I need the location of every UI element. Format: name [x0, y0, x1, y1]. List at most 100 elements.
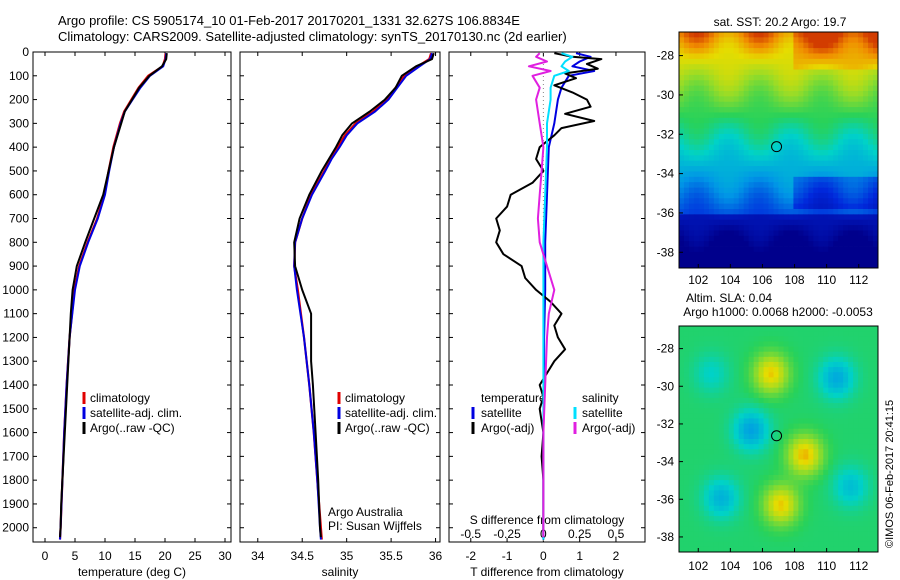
map-cell: [853, 69, 859, 76]
map-cell: [853, 107, 859, 113]
map-cell: [823, 225, 829, 231]
map-cell: [868, 48, 874, 54]
map-cell: [763, 418, 769, 424]
map-cell: [738, 101, 745, 108]
map-cell: [718, 485, 725, 491]
map-cell: [783, 428, 789, 435]
map-cell: [863, 433, 869, 440]
map-cell: [818, 326, 824, 332]
map-cell: [803, 128, 809, 135]
map-cell: [863, 262, 869, 269]
map-cell: [843, 187, 849, 194]
map-cell: [679, 150, 685, 156]
map-cell: [763, 408, 769, 414]
map-cell: [813, 382, 819, 389]
map-cell: [763, 128, 769, 135]
map-cell: [813, 117, 819, 124]
map-cell: [679, 413, 685, 419]
map-cell: [723, 459, 730, 466]
map-cell: [688, 326, 695, 332]
map-cell: [853, 37, 859, 44]
map-cell: [793, 235, 799, 242]
map-cell: [823, 341, 829, 347]
map-cell: [803, 403, 809, 409]
map-cell: [853, 230, 859, 237]
map-cell: [838, 444, 844, 450]
map-cell: [693, 541, 700, 548]
map-cell: [758, 171, 764, 178]
map-cell: [873, 85, 879, 92]
map-cell: [863, 117, 869, 124]
map-cell: [858, 48, 864, 54]
map-cell: [838, 251, 844, 258]
map-cell: [733, 262, 740, 269]
map-cell: [698, 444, 705, 450]
map-cell: [793, 526, 799, 532]
map-cell: [793, 176, 799, 183]
map-cell: [873, 150, 879, 156]
map-cell: [679, 474, 685, 481]
map-cell: [853, 53, 859, 60]
map-cell: [863, 377, 869, 383]
map-cell: [863, 246, 869, 253]
map-cell: [679, 326, 685, 332]
map-cell: [723, 536, 730, 543]
map-cell: [833, 505, 839, 512]
map-cell: [793, 230, 799, 237]
map-cell: [813, 521, 819, 527]
map-cell: [828, 187, 834, 194]
map-cell: [823, 413, 829, 419]
map-cell: [693, 392, 700, 399]
map-cell: [733, 139, 740, 146]
map-cell: [823, 377, 829, 383]
map-cell: [748, 32, 755, 38]
map-cell: [843, 474, 849, 481]
map-cell: [738, 171, 745, 178]
map-cell: [768, 367, 774, 373]
map-cell: [688, 37, 695, 44]
map-cell: [798, 341, 804, 347]
map-cell: [813, 230, 819, 237]
map-cell: [698, 459, 705, 466]
map-cell: [868, 449, 874, 455]
map-cell: [868, 176, 874, 183]
temperature-axis-label: temperature (deg C): [78, 565, 186, 579]
map-cell: [758, 397, 764, 404]
plot-header-line1: Argo profile: CS 5905174_10 01-Feb-2017 …: [58, 13, 520, 28]
map-cell: [843, 346, 849, 353]
map-cell: [793, 341, 799, 347]
map-cell: [743, 387, 750, 394]
map-cell: [743, 397, 750, 404]
map-cell: [698, 219, 705, 226]
map-cell: [803, 341, 809, 347]
map-cell: [863, 96, 869, 103]
map-cell: [783, 139, 789, 146]
map-cell: [803, 198, 809, 205]
map-cell: [693, 53, 700, 60]
map-cell: [688, 505, 695, 512]
map-cell: [818, 214, 824, 221]
map-cell: [798, 230, 804, 237]
map-cell: [723, 464, 730, 471]
map-cell: [708, 133, 715, 140]
map-cell: [813, 346, 819, 353]
map-cell: [868, 235, 874, 242]
map-cell: [738, 241, 745, 247]
map-cell: [693, 361, 700, 368]
map-cell: [823, 91, 829, 97]
map-cell: [773, 459, 779, 466]
map-cell: [693, 209, 700, 215]
map-cell: [703, 150, 710, 156]
map-cell: [868, 361, 874, 368]
map-cell: [818, 198, 824, 205]
map-cell: [783, 449, 789, 455]
map-cell: [863, 403, 869, 409]
map-cell: [688, 209, 695, 215]
map-cell: [853, 336, 859, 342]
map-cell: [728, 85, 735, 92]
map-cell: [758, 541, 764, 548]
map-cell: [823, 372, 829, 378]
map-cell: [708, 469, 715, 476]
map-cell: [848, 495, 854, 502]
map-cell: [853, 516, 859, 522]
